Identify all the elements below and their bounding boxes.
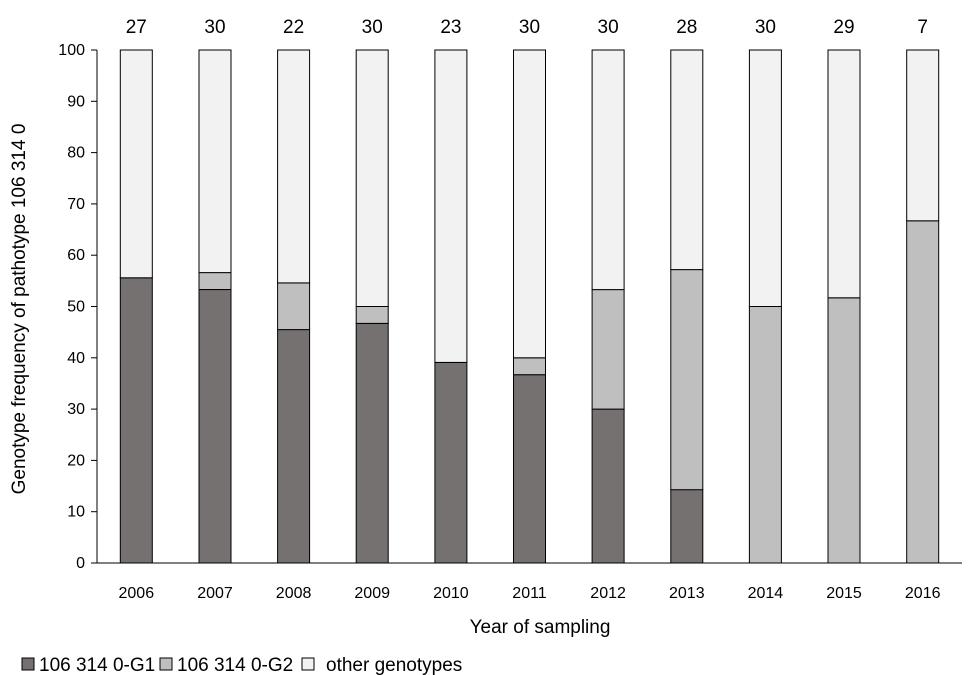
x-tick-label: 2010 <box>433 585 469 602</box>
bar-2011-series-2 <box>513 357 546 376</box>
bar-2009-series-3 <box>355 49 389 307</box>
bar-2008-series-3 <box>277 49 311 284</box>
x-tick-label: 2006 <box>119 585 155 602</box>
bar-2014-series-3 <box>748 49 782 307</box>
x-tick-label: 2013 <box>669 585 705 602</box>
bar-2008-series-1 <box>277 329 311 564</box>
sample-size-label: 30 <box>204 17 225 38</box>
bar-2016-series-2 <box>906 220 940 564</box>
x-tick-label: 2009 <box>354 585 390 602</box>
x-tick-label: 2012 <box>590 585 626 602</box>
bar-2010-series-1 <box>434 361 468 564</box>
bar-2014-series-2 <box>748 306 782 564</box>
bar-2007-series-1 <box>198 289 232 564</box>
y-tick-label: 20 <box>67 452 85 469</box>
y-tick-label: 60 <box>67 247 85 264</box>
bar-2013-series-3 <box>670 49 704 271</box>
sample-size-label: 29 <box>833 17 854 38</box>
y-tick-label: 40 <box>67 350 85 367</box>
y-tick-label: 100 <box>58 42 85 59</box>
y-axis-title: Genotype frequency of pathotype 106 314 … <box>9 124 30 495</box>
bar-2012-series-3 <box>591 49 625 291</box>
bar-2009-series-2 <box>355 306 389 324</box>
x-axis-title: Year of sampling <box>470 617 611 638</box>
sample-size-label: 22 <box>283 17 304 38</box>
y-tick-label: 30 <box>67 401 85 418</box>
legend-swatch-3 <box>301 657 315 671</box>
bar-2012-series-2 <box>591 289 625 410</box>
axes-layer <box>91 49 962 564</box>
sample-size-label: 30 <box>519 17 540 38</box>
x-tick-label: 2008 <box>276 585 312 602</box>
y-tick-label: 10 <box>67 504 85 521</box>
bar-2006-series-1 <box>119 277 153 564</box>
bar-2015-series-2 <box>827 297 861 564</box>
y-tick-label: 80 <box>67 145 85 162</box>
y-tick-label: 50 <box>67 299 85 316</box>
bar-2006-series-3 <box>119 49 153 279</box>
legend-label-2: 106 314 0-G2 <box>177 655 293 675</box>
sample-size-label: 7 <box>917 17 928 38</box>
sample-size-label: 28 <box>676 17 697 38</box>
bars-layer <box>119 49 940 564</box>
x-tick-label: 2016 <box>905 585 941 602</box>
bar-2011-series-3 <box>513 49 546 359</box>
bar-2007-series-3 <box>198 49 232 274</box>
bar-2007-series-2 <box>198 272 232 291</box>
bar-2010-series-3 <box>434 49 468 363</box>
legend-label-1: 106 314 0-G1 <box>39 655 155 675</box>
sample-size-label: 23 <box>440 17 461 38</box>
labels-layer: 2006272007302008222009302010232011302012… <box>58 17 940 602</box>
bar-2016-series-3 <box>906 49 940 222</box>
legend-swatch-2 <box>159 657 173 671</box>
y-tick-label: 0 <box>76 555 85 572</box>
bar-2012-series-1 <box>591 408 625 564</box>
sample-size-label: 30 <box>362 17 383 38</box>
sample-size-label: 30 <box>755 17 776 38</box>
legend-label-3: other genotypes <box>326 655 462 675</box>
y-tick-label: 70 <box>67 196 85 213</box>
x-tick-label: 2011 <box>512 585 547 602</box>
x-tick-label: 2015 <box>826 585 862 602</box>
x-tick-label: 2007 <box>197 585 233 602</box>
bar-2015-series-3 <box>827 49 861 299</box>
legend-swatch-1 <box>21 657 35 671</box>
bar-2009-series-1 <box>355 322 389 564</box>
y-tick-label: 90 <box>67 93 85 110</box>
bar-2013-series-1 <box>670 489 704 564</box>
legend: 106 314 0-G1 106 314 0-G2 other genotypes <box>21 655 462 675</box>
sample-size-label: 30 <box>598 17 619 38</box>
bar-2013-series-2 <box>670 269 704 491</box>
sample-size-label: 27 <box>126 17 147 38</box>
bar-2011-series-1 <box>513 374 546 564</box>
bar-2008-series-2 <box>277 282 311 331</box>
x-tick-label: 2014 <box>748 585 784 602</box>
